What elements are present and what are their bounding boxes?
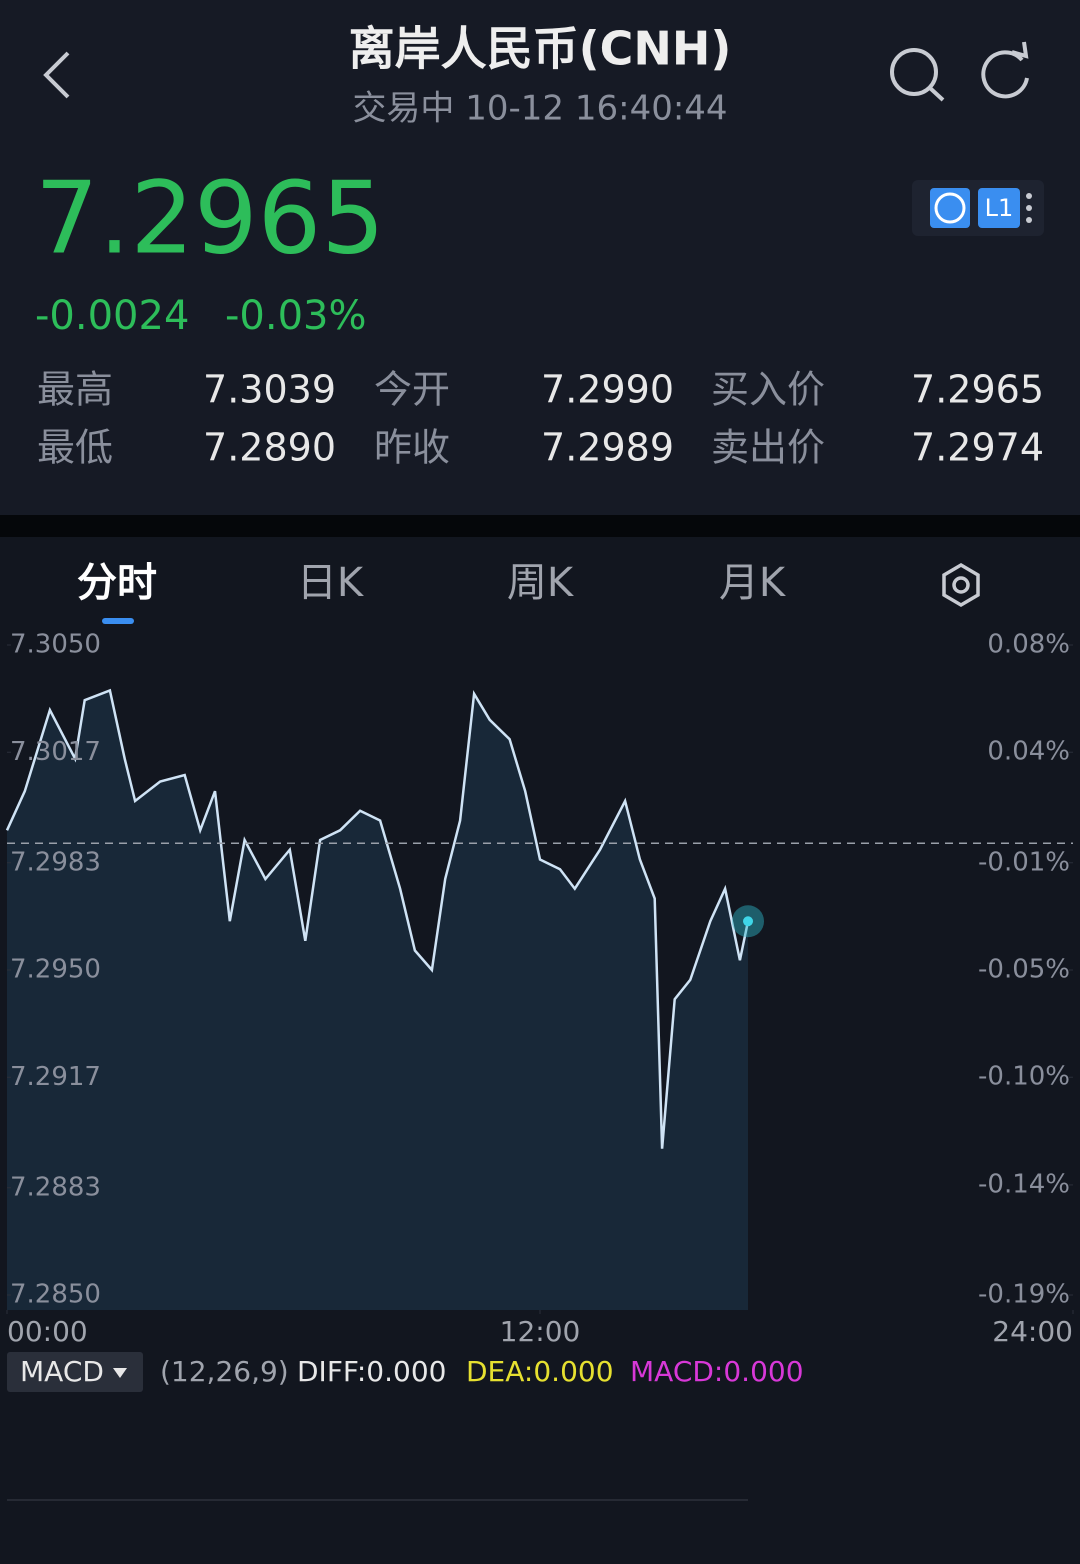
settings-button[interactable] xyxy=(942,562,980,608)
tab[interactable]: 月K xyxy=(719,560,787,606)
y2-tick-label: -0.10% xyxy=(978,1062,1070,1092)
x-tick-label: 24:00 xyxy=(992,1315,1073,1348)
last-point xyxy=(743,916,754,927)
tabs: 分时 日K 周K 月K xyxy=(77,560,787,606)
divider xyxy=(0,515,1080,537)
back-button[interactable] xyxy=(43,51,70,99)
stat-label: 卖出价 xyxy=(711,426,825,470)
y-tick-label: 7.2950 xyxy=(10,955,101,985)
stat-value: 7.2974 xyxy=(911,426,1044,470)
stat-value: 7.2890 xyxy=(203,426,336,470)
y2-tick-label: -0.19% xyxy=(978,1280,1070,1310)
macd-dea: DEA:0.000 xyxy=(466,1355,614,1388)
stat-label: 最高 xyxy=(37,368,113,412)
y-tick-label: 7.2850 xyxy=(10,1280,101,1310)
y-tick-label: 7.2883 xyxy=(10,1172,101,1202)
stat-value: 7.2965 xyxy=(911,368,1044,412)
x-tick-label: 00:00 xyxy=(7,1315,88,1348)
tab[interactable]: 分时 xyxy=(77,560,157,606)
macd-selector[interactable] xyxy=(7,1352,143,1392)
globe-glyph xyxy=(934,192,966,224)
stat-label: 今开 xyxy=(374,368,450,412)
price-line xyxy=(5,688,750,1149)
y2-tick-label: 0.08% xyxy=(987,630,1070,660)
dropdown-arrow xyxy=(113,1368,127,1378)
more-icon[interactable] xyxy=(1026,193,1032,223)
stat-value: 7.3039 xyxy=(203,368,336,412)
y-tick-label: 7.3017 xyxy=(10,737,101,767)
macd-diff: DIFF:0.000 xyxy=(297,1355,446,1388)
area xyxy=(7,690,749,1310)
y2-tick-label: -0.05% xyxy=(978,955,1070,985)
stats: 最高 7.3039 今开 7.2990 买入价 7.2965 最低 7.2890 昨收 7.298… xyxy=(37,368,1044,470)
price: 7.2965 xyxy=(35,159,385,276)
stat-value: 7.2990 xyxy=(541,368,674,412)
tab[interactable]: 日K xyxy=(297,560,365,606)
y-tick-label: 7.2917 xyxy=(10,1062,101,1092)
macd-value: MACD:0.000 xyxy=(630,1355,804,1388)
stat-label: 最低 xyxy=(37,426,113,470)
change-pct: -0.03% xyxy=(225,293,367,339)
l1-box xyxy=(978,188,1020,228)
stat-label: 买入价 xyxy=(711,368,825,412)
stat-label: 昨收 xyxy=(374,426,450,470)
macd-indicator: MACD xyxy=(20,1355,104,1388)
tab-indicator xyxy=(102,618,134,624)
y-tick-label: 7.3050 xyxy=(10,630,101,660)
change: -0.0024 xyxy=(35,293,189,339)
badge-label: L1 xyxy=(985,194,1014,222)
macd-params: (12,26,9) xyxy=(160,1355,289,1388)
y2-tick-label: -0.01% xyxy=(978,847,1070,877)
refresh-button[interactable] xyxy=(981,41,1029,99)
title: 离岸人民币(CNH) xyxy=(349,22,732,76)
y2-tick-label: -0.14% xyxy=(978,1169,1070,1199)
y-tick-label: 7.2983 xyxy=(10,847,101,877)
x-tick-label: 12:00 xyxy=(500,1315,581,1348)
status: 交易中 10-12 16:40:44 xyxy=(352,89,727,129)
y2-tick-label: 0.04% xyxy=(987,737,1070,767)
search-button[interactable] xyxy=(890,48,945,102)
tab[interactable]: 周K xyxy=(507,560,575,606)
stat-value: 7.2989 xyxy=(541,426,674,470)
